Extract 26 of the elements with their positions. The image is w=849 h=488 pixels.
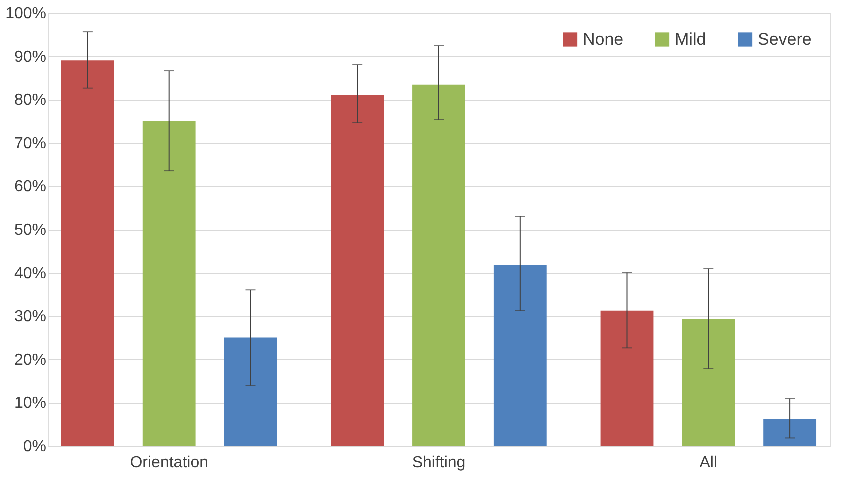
bar (494, 265, 547, 446)
y-tick-label: 50% (14, 222, 46, 239)
y-tick-label: 60% (14, 178, 46, 196)
bar (224, 338, 278, 446)
y-tick-label: 100% (6, 6, 46, 22)
y-tick-label: 30% (14, 308, 46, 326)
legend-label: Severe (758, 30, 812, 49)
bar (331, 95, 384, 446)
x-tick-label: Orientation (130, 454, 208, 472)
bar (142, 121, 196, 446)
x-tick-label: Shifting (412, 454, 466, 472)
y-tick-label: 70% (14, 135, 46, 152)
y-tick-label: 10% (14, 395, 46, 412)
bar (600, 310, 654, 446)
legend-label: Mild (675, 30, 706, 49)
y-tick-label: 90% (14, 48, 46, 66)
bar (412, 84, 466, 446)
legend-label: None (583, 30, 624, 49)
bar (764, 419, 817, 446)
y-tick-label: 0% (23, 438, 46, 456)
y-tick-label: 20% (14, 352, 46, 369)
bar (682, 319, 736, 446)
y-tick-label: 80% (14, 92, 46, 110)
bar (61, 60, 114, 446)
y-tick-label: 40% (14, 265, 46, 282)
x-tick-label: All (700, 454, 718, 472)
